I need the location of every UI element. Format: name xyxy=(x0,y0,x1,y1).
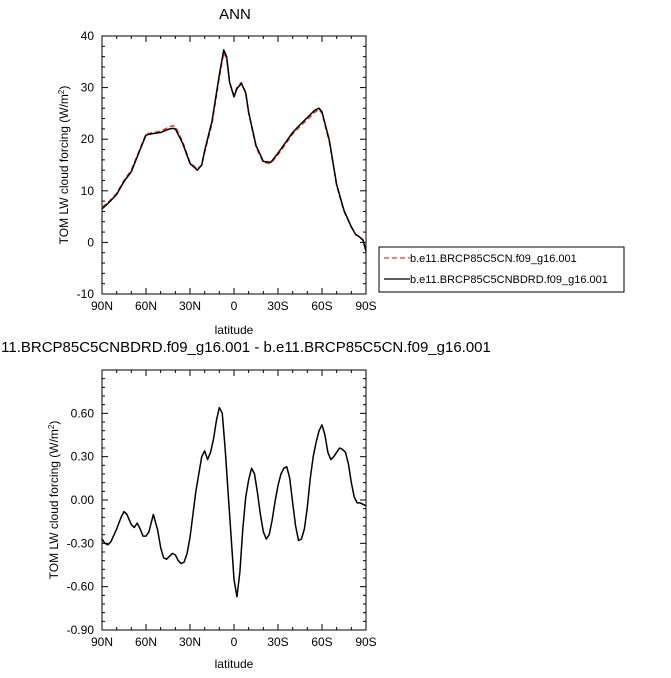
bottom-chart-series xyxy=(101,406,367,598)
bottom-xtick-label: 30N xyxy=(179,635,201,649)
bottom-ytick-label: -0.60 xyxy=(67,580,95,594)
bottom-ytick-label: 0.30 xyxy=(71,450,95,464)
bottom-xtick-label: 90N xyxy=(91,635,113,649)
top-ylabel-sup: 2 xyxy=(57,89,66,94)
top-xtick-label: 90S xyxy=(355,299,376,313)
top-ytick-label: 0 xyxy=(87,235,94,249)
top-chart-ticks: 90N 60N 30N 0 30S 60S 90S -10 0 10 20 30 40 xyxy=(77,29,377,313)
top-ylabel-close: ) xyxy=(57,86,71,90)
bottom-xtick-label: 60N xyxy=(135,635,157,649)
top-xtick-label: 30S xyxy=(267,299,288,313)
top-xtick-label: 60S xyxy=(311,299,332,313)
bottom-ylabel-sup: 2 xyxy=(47,424,56,429)
bottom-chart-frame xyxy=(101,369,367,631)
top-ytick-label: 30 xyxy=(81,81,95,95)
legend-frame xyxy=(378,246,625,293)
top-chart-xlabel: latitude xyxy=(215,323,254,337)
top-chart-title: ANN xyxy=(219,6,251,23)
top-ytick-label: 20 xyxy=(81,132,95,146)
top-series-line-2 xyxy=(101,49,367,252)
bottom-xtick-label: 90S xyxy=(355,635,376,649)
bottom-ytick-label: -0.30 xyxy=(67,536,95,550)
bottom-chart-xlabel: latitude xyxy=(215,657,254,671)
top-ytick-label: -10 xyxy=(77,287,95,301)
bottom-xtick-label: 60S xyxy=(311,635,332,649)
bottom-ytick-label: 0.60 xyxy=(71,406,95,420)
bottom-ylabel-main: TOM LW cloud forcing (W/m xyxy=(47,429,61,579)
bottom-chart: 11.BRCP85C5CNBDRD.f09_g16.001 - b.e11.BR… xyxy=(1,339,491,671)
top-ytick-label: 10 xyxy=(81,184,95,198)
top-chart-ylabel: TOM LW cloud forcing (W/m2) xyxy=(57,86,72,245)
bottom-chart-ticks: 90N 60N 30N 0 30S 60S 90S -0.90 -0.60 -0.30 0.00 0.… xyxy=(67,369,377,649)
bottom-xtick-label: 30S xyxy=(267,635,288,649)
bottom-ytick-label: -0.90 xyxy=(67,623,95,637)
legend: b.e11.BRCP85C5CN.f09_g16.001 b.e11.BRCP8… xyxy=(378,246,625,293)
legend-label-series-2: b.e11.BRCP85C5CNBDRD.f09_g16.001 xyxy=(410,274,608,286)
top-series-line-1 xyxy=(101,51,367,251)
top-chart-series xyxy=(101,49,367,252)
top-xtick-label: 30N xyxy=(179,299,201,313)
bottom-ylabel-close: ) xyxy=(47,421,61,425)
top-chart: ANN 90N 60N 30N 0 30S 60S 90S -10 0 10 20 30 40 lati… xyxy=(57,6,377,337)
top-ytick-label: 40 xyxy=(81,29,95,43)
top-xtick-label: 60N xyxy=(135,299,157,313)
top-xtick-label: 0 xyxy=(231,299,238,313)
top-xtick-label: 90N xyxy=(91,299,113,313)
bottom-ytick-label: 0.00 xyxy=(71,493,95,507)
bottom-series-line-1 xyxy=(101,406,367,598)
bottom-chart-ylabel: TOM LW cloud forcing (W/m2) xyxy=(47,421,62,580)
legend-label-series-1: b.e11.BRCP85C5CN.f09_g16.001 xyxy=(410,253,577,265)
top-chart-frame xyxy=(101,35,367,295)
top-ylabel-main: TOM LW cloud forcing (W/m xyxy=(57,94,71,244)
bottom-xtick-label: 0 xyxy=(231,635,238,649)
bottom-chart-title: 11.BRCP85C5CNBDRD.f09_g16.001 - b.e11.BR… xyxy=(1,339,491,356)
